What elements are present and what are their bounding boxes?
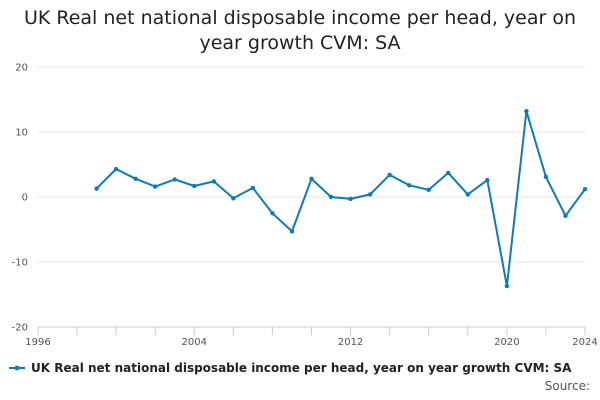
legend-marker-swatch [14,365,20,371]
y-tick-label: 20 [15,63,28,74]
data-point [94,186,99,191]
data-point [250,185,256,191]
x-tick-label: 2020 [494,337,519,348]
data-point [289,229,295,234]
data-point [406,183,412,188]
data-point [426,187,431,193]
x-tick-label: 2012 [338,337,363,348]
data-point [367,192,373,197]
data-point [504,283,510,289]
data-point [563,213,568,219]
data-point [348,196,353,202]
source-label: Source: [545,379,590,393]
x-tick-label: 2004 [182,337,207,348]
data-point [133,176,138,181]
data-point [446,170,451,176]
legend-label: UK Real net national disposable income p… [31,361,572,375]
data-point [582,187,588,192]
data-point [113,166,119,172]
y-tick-label: -10 [12,258,28,269]
data-point [543,174,549,180]
data-point [211,179,217,184]
data-point [153,184,158,189]
data-point [524,109,529,114]
data-point [270,211,275,216]
chart-title: UK Real net national disposable income p… [23,7,577,54]
data-point [309,176,314,181]
data-point [231,196,236,201]
data-point [485,177,490,183]
y-tick-label: -20 [12,323,28,334]
data-point [387,172,392,178]
x-tick-label: 1996 [25,337,50,348]
x-tick-label: 2024 [572,337,597,348]
data-point [465,192,470,197]
data-point [328,194,334,200]
data-point [192,183,197,189]
y-tick-label: 0 [22,193,28,204]
data-point [172,177,177,182]
series-line [95,110,586,288]
y-tick-label: 10 [15,128,28,139]
